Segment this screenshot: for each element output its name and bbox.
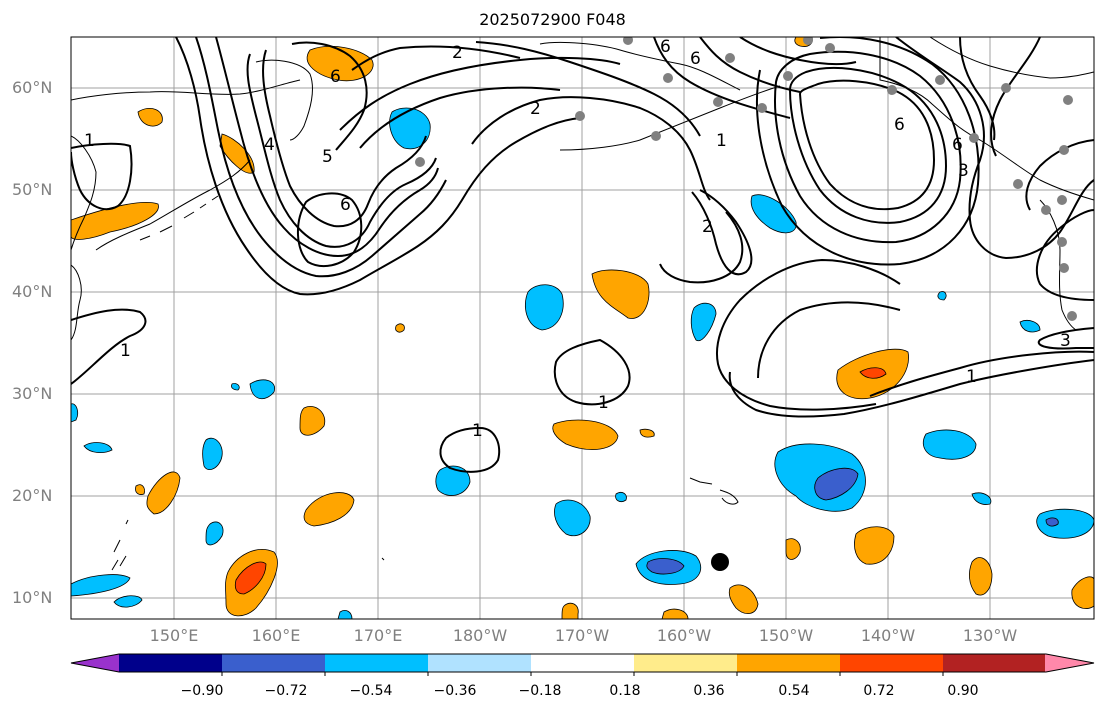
contour-label: 2 — [530, 99, 541, 119]
contour-label: 1 — [598, 393, 609, 413]
lon-label: 130°W — [962, 626, 1018, 645]
contour-lines — [71, 37, 1094, 473]
contour-label: 4 — [264, 135, 275, 155]
lat-label: 40°N — [12, 282, 53, 301]
contour-label: 6 — [952, 135, 963, 155]
station-markers — [415, 37, 1077, 321]
colorbar-outline — [70, 653, 1095, 673]
colorbar-tick: −0.72 — [264, 683, 308, 699]
colorbar-segment — [840, 654, 944, 672]
colorbar-segment — [943, 654, 1047, 672]
colorbar-segment — [222, 654, 326, 672]
colorbar-tick: 0.54 — [778, 683, 810, 699]
colorbar-tick: 0.90 — [947, 683, 979, 699]
coastlines — [71, 37, 1094, 571]
lon-label: 160°E — [251, 626, 301, 645]
colorbar-tick: −0.54 — [349, 683, 393, 699]
contour-label: 6 — [330, 67, 341, 87]
contour-label: 6 — [660, 37, 671, 57]
contour-label: 3 — [958, 161, 969, 181]
colorbar-tick: 0.72 — [863, 683, 895, 699]
colorbar-tick: 0.36 — [693, 683, 725, 699]
map-title: 2025072900 F048 — [479, 10, 626, 29]
contour-label: 1 — [716, 131, 727, 151]
colorbar-segment — [428, 654, 532, 672]
colorbar-tick: 0.18 — [609, 683, 641, 699]
colorbar-tick: −0.18 — [518, 683, 562, 699]
contour-label-group: 2 6 2 6 6 1 4 5 6 2 1 6 3 1 1 1 1 3 6 — [84, 37, 1071, 441]
contour-label: 1 — [966, 367, 977, 387]
contour-label: 2 — [452, 43, 463, 63]
lon-label: 160°W — [656, 626, 712, 645]
colorbar-segment — [737, 654, 841, 672]
colorbar-segment — [119, 654, 223, 672]
lat-label: 10°N — [12, 588, 53, 607]
lon-label: 150°W — [758, 626, 814, 645]
map-frame — [70, 36, 1095, 620]
lat-label: 20°N — [12, 486, 53, 505]
location-marker — [711, 553, 729, 571]
contour-label: 5 — [322, 147, 333, 167]
contour-label: 1 — [120, 341, 131, 361]
contour-label: 6 — [340, 195, 351, 215]
lat-label: 30°N — [12, 384, 53, 403]
colorbar-segment — [634, 654, 738, 672]
colorbar-tick: −0.90 — [180, 683, 224, 699]
lon-label: 170°E — [353, 626, 403, 645]
colorbar-extend-high — [1045, 654, 1094, 672]
colorbar-tick: −0.36 — [433, 683, 477, 699]
contour-label: 2 — [702, 217, 713, 237]
lon-label: 140°W — [860, 626, 916, 645]
contour-label: 1 — [472, 421, 483, 441]
contour-label: 3 — [1060, 331, 1071, 351]
lat-label: 60°N — [12, 78, 53, 97]
colorbar-segment — [531, 654, 635, 672]
contour-label: 6 — [690, 49, 701, 69]
lon-label: 180°W — [452, 626, 508, 645]
colorbar-extend-low — [71, 654, 120, 672]
contour-label: 1 — [84, 131, 95, 151]
colorbar-segment — [325, 654, 429, 672]
lon-label: 150°E — [149, 626, 199, 645]
colorbar — [70, 653, 1095, 676]
lon-label: 170°W — [554, 626, 610, 645]
contour-label: 6 — [894, 115, 905, 135]
lat-label: 50°N — [12, 180, 53, 199]
anomaly-shading — [71, 37, 1094, 619]
